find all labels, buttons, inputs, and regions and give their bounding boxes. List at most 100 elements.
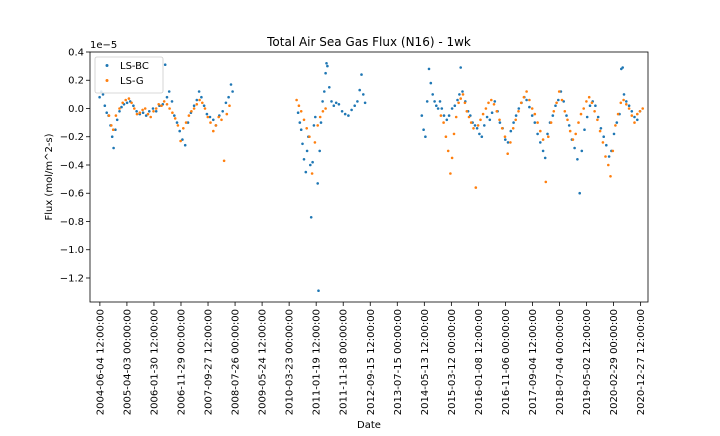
- legend-label: LS-BC: [120, 61, 149, 72]
- data-point: [563, 110, 567, 113]
- data-point: [633, 115, 636, 119]
- data-point: [175, 121, 179, 124]
- x-axis-label: Date: [357, 420, 381, 431]
- data-point: [509, 129, 513, 133]
- data-point: [208, 115, 212, 119]
- data-point: [308, 135, 311, 138]
- data-point: [332, 104, 336, 107]
- data-point: [360, 73, 363, 76]
- data-point: [324, 71, 327, 75]
- x-tick-label: 2007-09-27 12:00:00: [204, 309, 215, 415]
- data-point: [514, 114, 518, 117]
- y-tick-label: −0.2: [60, 132, 84, 143]
- data-point: [555, 101, 558, 105]
- data-point: [447, 114, 451, 117]
- data-point: [222, 159, 226, 163]
- data-point: [605, 143, 608, 147]
- data-point: [615, 121, 619, 124]
- data-point: [200, 95, 203, 99]
- data-point: [536, 121, 539, 124]
- data-point: [641, 107, 644, 110]
- data-point: [601, 141, 605, 144]
- data-point: [304, 170, 308, 174]
- data-point: [633, 121, 636, 124]
- data-point: [305, 127, 309, 130]
- data-point: [111, 128, 115, 131]
- data-point: [168, 107, 171, 110]
- y-tick-label: −1.2: [60, 273, 84, 284]
- data-point: [495, 110, 499, 113]
- data-point: [115, 118, 119, 122]
- data-point: [566, 118, 569, 122]
- data-point: [492, 103, 496, 106]
- data-point: [141, 111, 145, 114]
- y-tick-label: 0.0: [68, 104, 84, 115]
- data-point: [334, 101, 338, 105]
- data-point: [435, 104, 438, 107]
- data-point: [444, 135, 448, 138]
- data-point: [363, 101, 367, 105]
- data-point: [614, 124, 617, 127]
- data-point: [231, 90, 234, 93]
- data-point: [622, 98, 625, 102]
- data-point: [202, 104, 206, 107]
- data-point: [163, 63, 167, 66]
- data-point: [622, 93, 626, 96]
- data-point: [544, 180, 548, 184]
- x-tick-label: 2020-02-29 00:00:00: [609, 309, 620, 415]
- data-point: [152, 110, 155, 113]
- data-point: [636, 112, 639, 116]
- data-point: [420, 114, 424, 117]
- data-point: [120, 105, 123, 109]
- data-point: [135, 110, 138, 113]
- data-point: [356, 100, 359, 103]
- data-point: [503, 135, 507, 138]
- y-tick-label: −0.6: [60, 189, 84, 200]
- data-point: [473, 124, 477, 127]
- data-point: [424, 135, 427, 138]
- data-point: [607, 155, 611, 158]
- data-point: [472, 127, 475, 130]
- data-point: [314, 115, 317, 119]
- x-tick-label: 2013-07-15 00:00:00: [393, 309, 404, 415]
- data-point: [478, 132, 481, 136]
- data-point: [609, 175, 612, 178]
- data-point: [459, 66, 463, 69]
- data-point: [192, 104, 196, 107]
- data-point: [583, 128, 586, 131]
- data-point: [446, 149, 450, 153]
- x-axis-ticks: 2004-06-04 12:00:00 2005-04-03 00:00:00 20…: [95, 302, 647, 415]
- data-point: [173, 117, 177, 120]
- data-point: [176, 124, 180, 127]
- data-point: [463, 101, 467, 105]
- data-point: [511, 127, 515, 130]
- data-point: [536, 132, 539, 136]
- data-point: [121, 101, 124, 105]
- plot-points: [98, 62, 644, 293]
- data-point: [621, 66, 624, 69]
- data-point: [212, 118, 215, 122]
- x-tick-label: 2005-04-03 00:00:00: [122, 309, 133, 415]
- data-point: [498, 118, 501, 122]
- data-point: [181, 138, 184, 141]
- y-tick-label: −0.8: [60, 217, 84, 228]
- data-point: [580, 149, 584, 153]
- data-point: [144, 114, 148, 117]
- data-point: [114, 114, 118, 117]
- x-tick-label: 2018-07-04 00:00:00: [555, 309, 566, 415]
- data-point: [160, 104, 163, 107]
- x-tick-label: 2019-05-02 12:00:00: [582, 309, 593, 415]
- data-point: [125, 101, 129, 105]
- data-point: [298, 121, 302, 124]
- data-point: [358, 88, 362, 92]
- x-tick-label: 2016-11-06 00:00:00: [501, 309, 512, 415]
- data-point: [101, 93, 105, 96]
- data-point: [347, 114, 350, 117]
- data-point: [504, 138, 507, 141]
- data-point: [143, 107, 147, 110]
- data-point: [514, 118, 517, 122]
- data-point: [627, 107, 631, 110]
- data-point: [195, 98, 199, 102]
- data-point: [547, 135, 550, 138]
- data-point: [310, 172, 314, 175]
